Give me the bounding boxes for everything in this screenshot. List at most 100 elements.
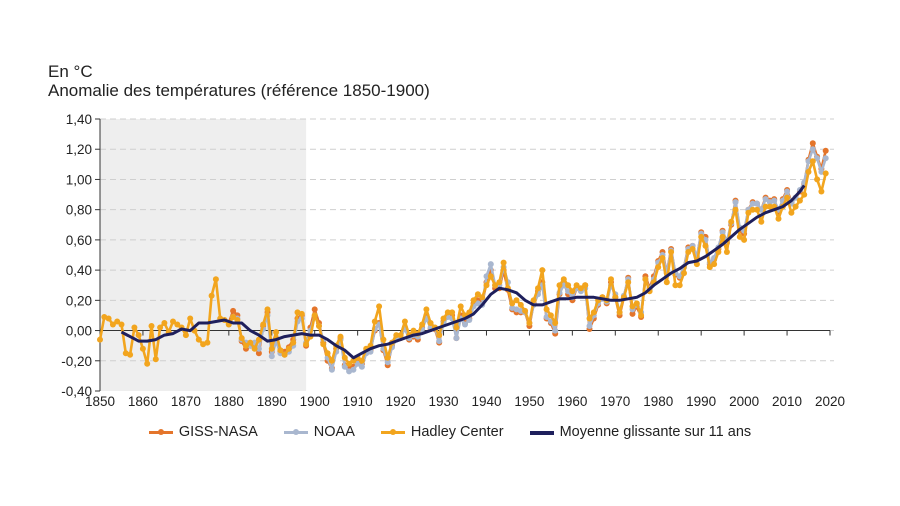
- data-point: [766, 203, 773, 210]
- unit-label: En °C: [48, 62, 93, 81]
- data-point: [285, 345, 292, 352]
- data-point: [784, 194, 791, 201]
- data-point: [784, 188, 791, 195]
- data-point: [629, 303, 636, 310]
- x-tick-label: 1920: [386, 394, 416, 409]
- data-point: [732, 199, 739, 206]
- y-tick-label: 0,80: [66, 203, 92, 218]
- y-tick-label: -0,40: [61, 384, 92, 399]
- x-tick-label: 1950: [514, 394, 544, 409]
- data-point: [526, 320, 533, 326]
- data-point: [182, 332, 189, 339]
- y-tick-label: 1,00: [66, 172, 92, 187]
- data-point: [105, 315, 112, 322]
- data-point: [496, 279, 503, 286]
- legend-label: Moyenne glissante sur 11 ans: [559, 424, 752, 440]
- data-point: [625, 279, 632, 286]
- data-point: [260, 321, 267, 328]
- data-point: [539, 267, 546, 274]
- data-point: [397, 332, 404, 339]
- data-point: [358, 357, 365, 364]
- legend-label: NOAA: [313, 424, 355, 440]
- data-point: [97, 336, 103, 343]
- data-point: [354, 360, 361, 367]
- data-point: [616, 309, 623, 316]
- legend-label: Hadley Center: [410, 424, 504, 440]
- data-point: [316, 323, 322, 329]
- data-point: [552, 327, 559, 334]
- data-point: [320, 341, 327, 348]
- data-point: [380, 336, 387, 343]
- data-point: [535, 285, 541, 292]
- data-point: [676, 282, 683, 289]
- data-point: [509, 300, 516, 307]
- data-point: [822, 170, 829, 177]
- data-point: [758, 206, 765, 213]
- data-point: [384, 354, 391, 361]
- temperature-chart: 1,40 1,20 1,00 0,80 0,60 0,40 0,20 0,00 -0,20 -0,…: [61, 112, 845, 409]
- data-point: [328, 366, 335, 373]
- data-point: [187, 315, 194, 322]
- data-point: [487, 261, 494, 268]
- data-point: [689, 246, 696, 252]
- data-point: [371, 318, 378, 325]
- x-tick-label: 1880: [214, 394, 244, 409]
- data-point: [255, 350, 262, 357]
- data-point: [410, 327, 417, 334]
- data-point: [754, 206, 760, 213]
- y-tick-label: 0,40: [66, 263, 92, 278]
- x-tick-label: 2010: [772, 394, 802, 409]
- data-point: [706, 264, 713, 271]
- data-point: [350, 357, 357, 364]
- x-tick-label: 1850: [85, 394, 115, 409]
- x-tick-label: 1890: [257, 394, 287, 409]
- data-point: [298, 310, 305, 317]
- data-point: [672, 282, 679, 289]
- data-point: [754, 200, 760, 207]
- data-point: [483, 273, 490, 280]
- data-point: [818, 188, 825, 195]
- legend-item-hadley[interactable]: Hadley Center: [380, 424, 504, 440]
- data-point: [273, 329, 280, 336]
- data-point: [341, 354, 348, 361]
- legend-item-moving-average[interactable]: Moyenne glissante sur 11 ans: [529, 424, 752, 440]
- data-point: [470, 297, 477, 304]
- data-point: [208, 292, 215, 299]
- data-point: [255, 336, 262, 343]
- data-point: [586, 323, 593, 329]
- data-point: [814, 155, 821, 162]
- y-axis-ticks: 1,40 1,20 1,00 0,80 0,60 0,40 0,20 0,00 -0,20 -0,…: [61, 112, 100, 399]
- data-point: [436, 338, 443, 345]
- data-point: [822, 147, 829, 154]
- data-point: [152, 356, 159, 363]
- data-point: [655, 264, 662, 271]
- data-point: [114, 318, 121, 325]
- legend-item-noaa[interactable]: NOAA: [283, 424, 355, 440]
- legend-item-giss[interactable]: GISS-NASA: [148, 424, 258, 440]
- data-point: [569, 288, 576, 295]
- data-point: [809, 140, 816, 147]
- data-point: [702, 242, 709, 249]
- data-point: [251, 345, 258, 352]
- x-axis-ticks: 1850 1860 1870 1880 1890 1900 1910 1920 1930 1940…: [85, 330, 845, 409]
- x-tick-label: 1980: [643, 394, 673, 409]
- data-point: [633, 300, 640, 307]
- chart-title: Anomalie des températures (référence 185…: [48, 81, 430, 100]
- data-point: [281, 351, 288, 358]
- data-point: [586, 315, 593, 322]
- data-point: [449, 309, 456, 316]
- data-point: [552, 320, 559, 326]
- data-point: [681, 270, 687, 277]
- data-point: [522, 307, 529, 314]
- data-point: [492, 282, 499, 289]
- data-point: [238, 335, 245, 342]
- data-point: [230, 314, 237, 320]
- data-point: [543, 306, 550, 313]
- data-point: [444, 309, 451, 316]
- data-point: [195, 336, 202, 343]
- x-tick-label: 2020: [815, 394, 845, 409]
- data-point: [255, 345, 262, 352]
- data-point: [513, 297, 520, 304]
- x-tick-label: 1870: [171, 394, 201, 409]
- data-point: [809, 158, 816, 165]
